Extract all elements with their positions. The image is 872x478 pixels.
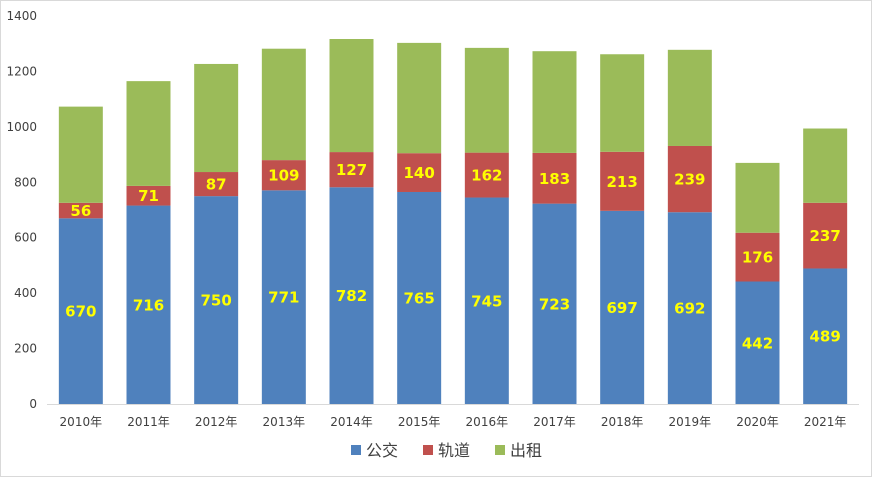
bar-segment [126, 81, 171, 186]
bar-segment [194, 63, 239, 173]
x-tick-label: 2019年 [669, 415, 712, 429]
x-tick-label: 2021年 [804, 415, 847, 429]
legend-swatch [495, 445, 505, 455]
x-tick-label: 2013年 [263, 415, 306, 429]
y-tick-label: 0 [29, 397, 37, 411]
legend: 公交 轨道 出租 [351, 441, 542, 460]
bar-segment [667, 212, 712, 404]
bar-segment [735, 232, 780, 282]
x-tick-label: 2020年 [736, 415, 779, 429]
x-tick-label: 2014年 [330, 415, 373, 429]
bar-segment [194, 172, 239, 197]
data-label: 723 [539, 295, 570, 313]
y-tick-label: 400 [14, 286, 37, 300]
bar-segment [532, 51, 577, 153]
data-label: 782 [336, 287, 367, 305]
bar-segment [58, 106, 103, 203]
bar-segment [58, 202, 103, 219]
data-label: 745 [471, 292, 502, 310]
x-tick-label: 2011年 [127, 415, 170, 429]
y-tick-label: 200 [14, 342, 37, 356]
y-tick-label: 1200 [6, 64, 37, 78]
legend-swatch [423, 445, 433, 455]
bar-segment [600, 54, 645, 152]
data-label: 162 [471, 167, 502, 185]
legend-label: 出租 [510, 441, 542, 460]
y-tick-label: 600 [14, 231, 37, 245]
bar-segment [464, 152, 509, 198]
bar-segment [803, 268, 848, 404]
bar-segment [329, 152, 374, 188]
y-tick-label: 1000 [6, 120, 37, 134]
bar-segment [126, 205, 171, 404]
bar-segment [600, 210, 645, 404]
bar-segment [464, 197, 509, 404]
y-tick-label: 800 [14, 175, 37, 189]
data-label: 140 [404, 164, 435, 182]
data-label: 442 [742, 334, 773, 352]
bar-segment [667, 49, 712, 146]
x-tick-label: 2018年 [601, 415, 644, 429]
bar-segment [803, 128, 848, 203]
bar-segment [329, 187, 374, 404]
bar-segment [735, 281, 780, 404]
x-tick-label: 2010年 [60, 415, 103, 429]
y-axis: 0 200 400 600 800 1000 1200 1400 [6, 9, 37, 411]
data-label: 771 [268, 289, 299, 307]
data-label: 670 [65, 303, 96, 321]
data-label: 692 [674, 300, 705, 318]
data-label: 176 [742, 249, 773, 267]
bar-segment [261, 190, 306, 404]
data-label: 239 [674, 171, 705, 189]
x-tick-label: 2015年 [398, 415, 441, 429]
data-label: 71 [138, 187, 159, 205]
bar-segment [126, 185, 171, 206]
bar-segment [397, 191, 442, 404]
bar-segment [464, 47, 509, 153]
x-axis: 2010年 2011年 2012年 2013年 2014年 2015年 2016年 2017年… [47, 404, 859, 429]
bars-layer: 670 56 716 71 750 87 771 109 782 127 765 140 745 162 7… [58, 39, 848, 404]
data-label: 213 [607, 173, 638, 191]
bar-segment [58, 218, 103, 404]
data-label: 56 [70, 202, 91, 220]
data-label: 87 [206, 176, 227, 194]
x-tick-label: 2016年 [466, 415, 509, 429]
data-label: 237 [810, 227, 841, 245]
data-label: 716 [133, 296, 164, 314]
bar-segment [667, 145, 712, 213]
bar-segment [803, 202, 848, 269]
bar-segment [397, 42, 442, 154]
bar-segment [329, 39, 374, 153]
bar-segment [261, 48, 306, 161]
legend-swatch [351, 445, 361, 455]
data-label: 697 [607, 299, 638, 317]
bar-segment [600, 151, 645, 211]
x-tick-label: 2017年 [533, 415, 576, 429]
bar-segment [261, 160, 306, 191]
bar-segment [532, 152, 577, 204]
y-tick-label: 1400 [6, 9, 37, 23]
bar-segment [735, 162, 780, 233]
bar-segment [194, 196, 239, 404]
data-label: 750 [201, 292, 232, 310]
legend-label: 轨道 [438, 441, 470, 460]
bar-segment [397, 153, 442, 192]
legend-label: 公交 [366, 441, 398, 460]
data-label: 489 [810, 328, 841, 346]
data-label: 109 [268, 167, 299, 185]
x-tick-label: 2012年 [195, 415, 238, 429]
data-label: 765 [404, 289, 435, 307]
data-label: 183 [539, 170, 570, 188]
data-label: 127 [336, 161, 367, 179]
bar-segment [532, 203, 577, 404]
